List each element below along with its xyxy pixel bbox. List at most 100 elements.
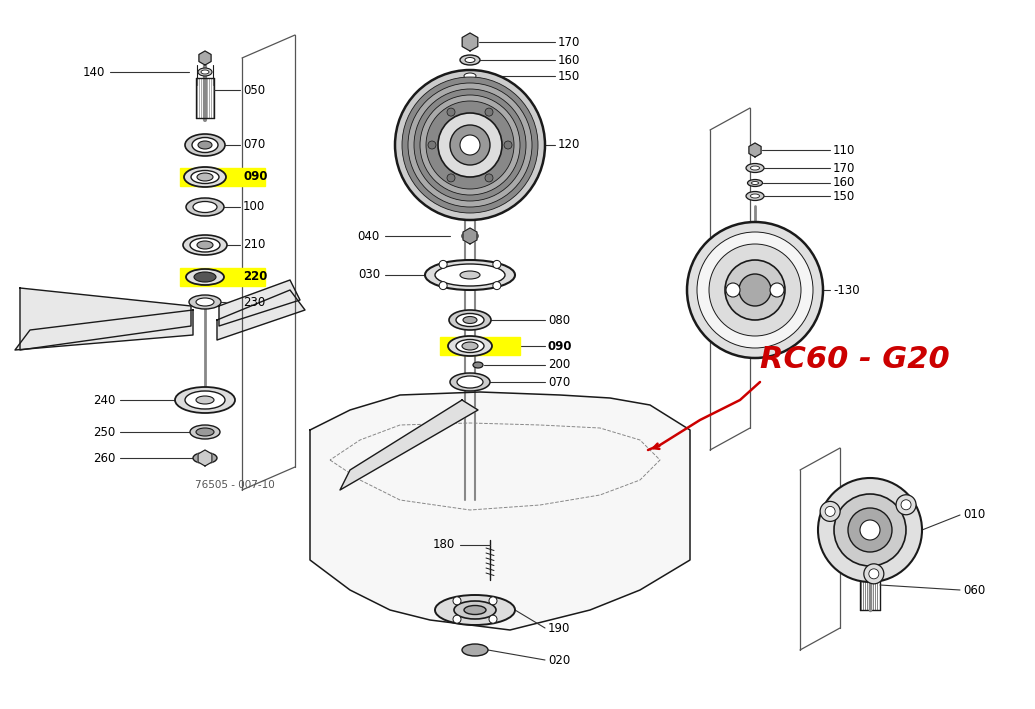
Ellipse shape bbox=[197, 241, 213, 249]
Text: 150: 150 bbox=[558, 69, 581, 82]
Ellipse shape bbox=[456, 340, 484, 352]
Ellipse shape bbox=[460, 55, 480, 65]
Text: 160: 160 bbox=[558, 53, 581, 67]
Text: 150: 150 bbox=[833, 189, 855, 203]
Text: 220: 220 bbox=[243, 271, 267, 284]
Polygon shape bbox=[341, 400, 478, 490]
Text: 230: 230 bbox=[243, 296, 265, 308]
Polygon shape bbox=[198, 450, 212, 466]
Ellipse shape bbox=[750, 166, 760, 170]
Text: 250: 250 bbox=[93, 425, 115, 438]
Text: 180: 180 bbox=[433, 539, 455, 552]
Text: 090: 090 bbox=[548, 340, 572, 352]
Ellipse shape bbox=[193, 138, 218, 152]
Ellipse shape bbox=[198, 141, 212, 149]
Ellipse shape bbox=[201, 70, 209, 74]
Circle shape bbox=[848, 508, 892, 552]
Circle shape bbox=[408, 83, 532, 207]
Ellipse shape bbox=[462, 231, 478, 241]
Circle shape bbox=[453, 597, 461, 605]
Circle shape bbox=[414, 89, 526, 201]
Circle shape bbox=[739, 274, 771, 306]
Text: 160: 160 bbox=[833, 177, 855, 189]
Text: RC60 - G20: RC60 - G20 bbox=[760, 345, 950, 374]
Ellipse shape bbox=[465, 57, 475, 62]
Ellipse shape bbox=[746, 191, 764, 201]
Text: 190: 190 bbox=[548, 622, 570, 635]
Circle shape bbox=[426, 101, 514, 189]
Text: 260: 260 bbox=[92, 452, 115, 464]
Ellipse shape bbox=[194, 272, 216, 282]
Text: 050: 050 bbox=[243, 84, 265, 96]
Circle shape bbox=[460, 135, 480, 155]
Circle shape bbox=[825, 506, 835, 516]
Polygon shape bbox=[463, 228, 477, 244]
Ellipse shape bbox=[751, 182, 759, 184]
Ellipse shape bbox=[189, 295, 221, 309]
Circle shape bbox=[834, 494, 906, 566]
Circle shape bbox=[489, 597, 497, 605]
Circle shape bbox=[770, 283, 783, 297]
Ellipse shape bbox=[448, 336, 492, 356]
Ellipse shape bbox=[196, 396, 214, 404]
Ellipse shape bbox=[464, 605, 486, 615]
Ellipse shape bbox=[193, 201, 217, 213]
Bar bbox=[180, 168, 265, 186]
Circle shape bbox=[818, 478, 922, 582]
Circle shape bbox=[697, 232, 814, 348]
Circle shape bbox=[395, 70, 545, 220]
Circle shape bbox=[402, 77, 538, 213]
Circle shape bbox=[896, 495, 916, 515]
Text: 120: 120 bbox=[558, 138, 581, 152]
Ellipse shape bbox=[450, 373, 490, 391]
Circle shape bbox=[428, 141, 436, 149]
Ellipse shape bbox=[175, 387, 235, 413]
Polygon shape bbox=[219, 280, 300, 326]
Ellipse shape bbox=[456, 313, 484, 327]
Ellipse shape bbox=[460, 271, 480, 279]
Ellipse shape bbox=[196, 298, 214, 306]
Text: 060: 060 bbox=[963, 584, 985, 596]
Text: 070: 070 bbox=[548, 376, 570, 389]
Polygon shape bbox=[20, 288, 191, 350]
Ellipse shape bbox=[435, 595, 515, 625]
Circle shape bbox=[438, 113, 502, 177]
Text: 030: 030 bbox=[358, 269, 380, 281]
Text: 170: 170 bbox=[833, 162, 855, 174]
Ellipse shape bbox=[191, 170, 219, 184]
Circle shape bbox=[687, 222, 823, 358]
Circle shape bbox=[504, 141, 512, 149]
Ellipse shape bbox=[184, 167, 226, 187]
Ellipse shape bbox=[464, 73, 476, 79]
Ellipse shape bbox=[454, 601, 496, 619]
Circle shape bbox=[868, 569, 879, 579]
Ellipse shape bbox=[463, 316, 477, 323]
Circle shape bbox=[493, 260, 501, 269]
Ellipse shape bbox=[462, 644, 487, 656]
Text: 200: 200 bbox=[548, 359, 570, 372]
Circle shape bbox=[493, 281, 501, 289]
Ellipse shape bbox=[459, 70, 482, 82]
Ellipse shape bbox=[462, 342, 478, 350]
Text: 080: 080 bbox=[548, 313, 570, 327]
Text: 100: 100 bbox=[243, 201, 265, 213]
Text: -130: -130 bbox=[833, 284, 860, 296]
Ellipse shape bbox=[185, 391, 225, 409]
Circle shape bbox=[439, 260, 447, 269]
Circle shape bbox=[726, 283, 740, 297]
Circle shape bbox=[485, 174, 493, 182]
Circle shape bbox=[447, 174, 455, 182]
Bar bbox=[180, 268, 265, 286]
Circle shape bbox=[453, 615, 461, 623]
Circle shape bbox=[485, 108, 493, 116]
Ellipse shape bbox=[186, 269, 224, 285]
Text: 070: 070 bbox=[243, 138, 265, 152]
Ellipse shape bbox=[186, 198, 224, 216]
Ellipse shape bbox=[183, 235, 227, 255]
Ellipse shape bbox=[457, 376, 483, 388]
Text: 140: 140 bbox=[83, 65, 105, 79]
Polygon shape bbox=[463, 33, 478, 51]
Ellipse shape bbox=[196, 428, 214, 436]
Circle shape bbox=[820, 501, 840, 521]
Ellipse shape bbox=[746, 164, 764, 172]
